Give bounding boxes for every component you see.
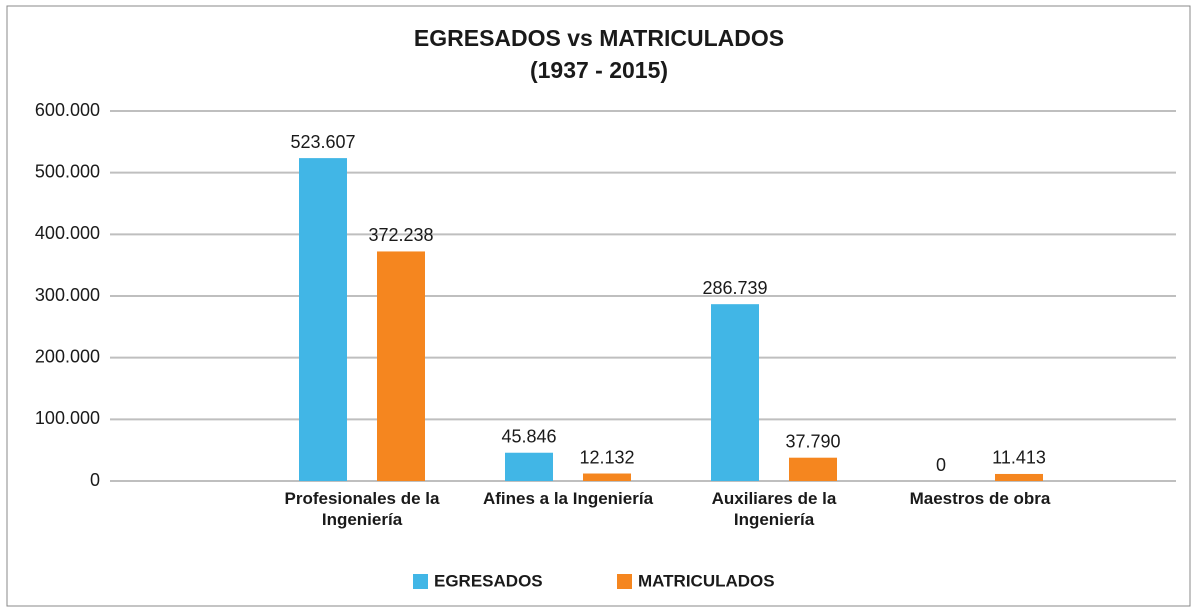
bar xyxy=(299,158,347,482)
data-label: 12.132 xyxy=(579,447,634,467)
chart-subtitle: (1937 - 2015) xyxy=(530,57,668,83)
legend-label: MATRICULADOS xyxy=(638,571,775,590)
legend-swatch xyxy=(413,574,428,589)
x-tick-label: Auxiliares de la Ingeniería xyxy=(711,489,837,529)
bar xyxy=(505,452,553,481)
data-label: 286.739 xyxy=(702,278,767,298)
data-label: 0 xyxy=(936,455,946,475)
y-tick-label: 200.000 xyxy=(35,346,100,366)
bar xyxy=(583,473,631,481)
y-tick-label: 600.000 xyxy=(35,100,100,120)
x-tick-label: Afines a la Ingeniería xyxy=(482,489,654,508)
x-tick-label: Profesionales de la Ingeniería xyxy=(284,489,440,529)
legend-swatch xyxy=(617,574,632,589)
bar xyxy=(377,251,425,481)
data-label: 11.413 xyxy=(992,448,1046,468)
x-tick-label: Maestros de obra xyxy=(909,489,1051,508)
data-label: 45.846 xyxy=(501,426,556,446)
y-tick-label: 300.000 xyxy=(35,285,100,305)
data-label: 37.790 xyxy=(785,431,840,451)
data-label: 523.607 xyxy=(290,132,355,152)
legend-label: EGRESADOS xyxy=(434,571,543,590)
y-tick-label: 0 xyxy=(90,470,100,490)
data-label: 372.238 xyxy=(368,225,433,245)
y-tick-label: 500.000 xyxy=(35,161,100,181)
bar xyxy=(995,473,1043,481)
chart-title: EGRESADOS vs MATRICULADOS xyxy=(414,25,784,51)
y-tick-label: 100.000 xyxy=(35,408,100,428)
bar xyxy=(711,304,759,481)
bar xyxy=(789,457,837,481)
y-tick-label: 400.000 xyxy=(35,223,100,243)
chart-frame xyxy=(6,5,1191,607)
